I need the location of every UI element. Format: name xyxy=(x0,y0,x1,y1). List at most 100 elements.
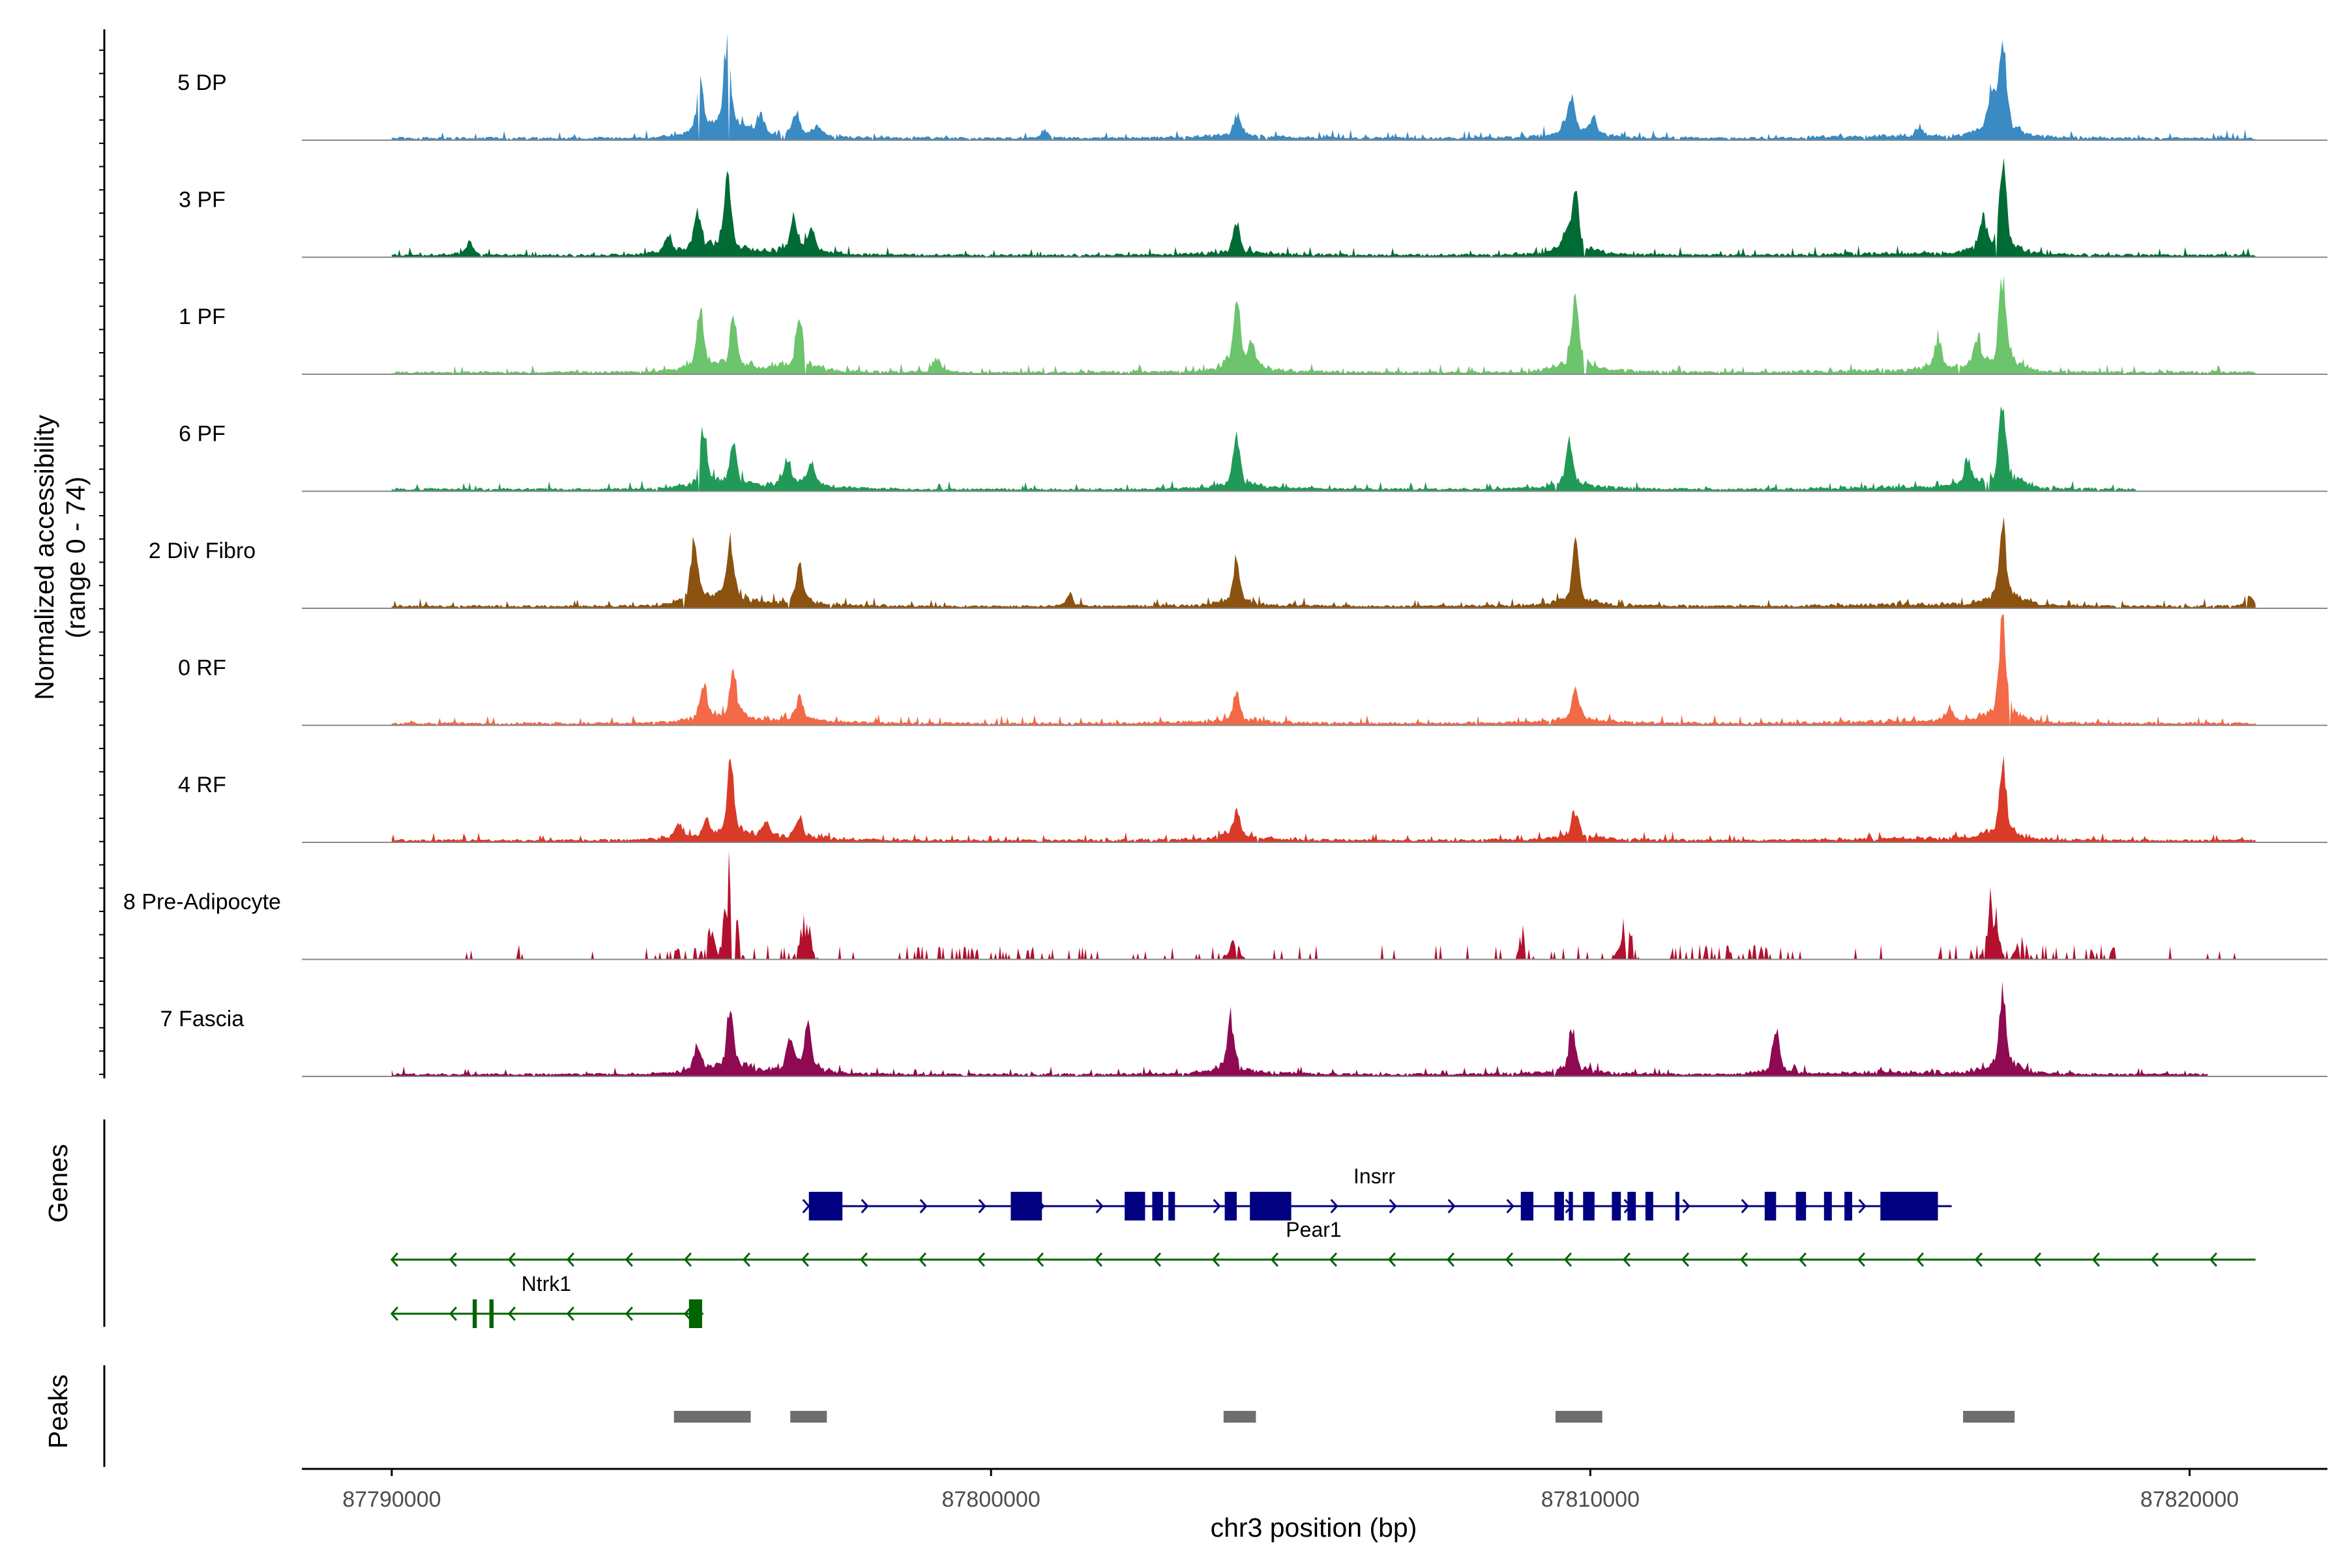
strand-arrow xyxy=(1974,1252,1983,1267)
track-4-rf: 4 RF xyxy=(178,756,2327,843)
strand-arrow xyxy=(507,1306,516,1322)
peak-bar xyxy=(1556,1411,1602,1423)
strand-arrow xyxy=(918,1252,927,1267)
strand-arrow xyxy=(1035,1252,1044,1267)
strand-arrow xyxy=(1739,1252,1749,1267)
coverage-area xyxy=(391,516,2256,608)
exon xyxy=(688,1299,702,1328)
strand-arrow xyxy=(625,1252,634,1267)
track-8-pre-adipocyte: 8 Pre-Adipocyte xyxy=(123,850,2327,960)
exon xyxy=(1844,1192,1852,1220)
strand-arrow xyxy=(1505,1252,1514,1267)
strand-arrow xyxy=(1153,1252,1162,1267)
strand-arrow xyxy=(449,1252,458,1267)
track-label: 0 RF xyxy=(178,656,226,681)
exon xyxy=(1569,1192,1573,1220)
strand-arrow xyxy=(1622,1252,1631,1267)
track-0-rf: 0 RF xyxy=(178,614,2327,726)
exon xyxy=(1152,1192,1163,1220)
strand-arrow xyxy=(1506,1198,1514,1214)
strand-arrow xyxy=(566,1252,575,1267)
peak-bar xyxy=(673,1411,751,1423)
exon xyxy=(1127,1192,1145,1220)
strand-arrow xyxy=(919,1198,928,1214)
x-axis-title: chr3 position (bp) xyxy=(1211,1513,1417,1543)
coverage-area xyxy=(391,981,2208,1076)
coverage-area xyxy=(391,158,2256,258)
strand-arrow xyxy=(802,1198,810,1214)
exon xyxy=(1795,1192,1807,1220)
peak-bar xyxy=(1963,1411,2015,1423)
strand-arrow xyxy=(1329,1252,1338,1267)
strand-arrow xyxy=(1446,1252,1455,1267)
genes-panel: Genes Insrr Pear1 Ntrk1 xyxy=(43,1119,2256,1328)
strand-arrow xyxy=(2150,1252,2159,1267)
strand-arrow xyxy=(566,1306,575,1322)
x-tick-label: 87800000 xyxy=(941,1487,1040,1512)
track-label: 4 RF xyxy=(178,773,226,797)
exon xyxy=(1880,1192,1938,1220)
track-label: 8 Pre-Adipocyte xyxy=(123,890,281,915)
peaks-panel-label: Peaks xyxy=(43,1374,73,1449)
y-axis: Normalized accessibility (range 0 - 74) xyxy=(29,29,106,1078)
track-label: 1 PF xyxy=(179,304,226,329)
track-label: 2 Div Fibro xyxy=(149,539,256,563)
exon xyxy=(808,1192,843,1220)
strand-arrow xyxy=(1858,1198,1867,1214)
strand-arrow xyxy=(1447,1198,1456,1214)
coverage-area xyxy=(391,756,2256,842)
strand-arrow xyxy=(1211,1252,1220,1267)
peaks-panel: Peaks xyxy=(43,1365,2015,1467)
y-axis-title: Normalized accessibility xyxy=(29,415,59,700)
strand-arrow xyxy=(1213,1198,1221,1214)
track-6-pf: 6 PF xyxy=(179,406,2327,492)
coverage-tracks: 5 DP 3 PF 1 PF 6 PF 2 Div Fibro 0 RF 4 RF 8 Pre… xyxy=(123,33,2327,1077)
exon xyxy=(1250,1192,1292,1220)
strand-arrow xyxy=(625,1306,634,1322)
exon xyxy=(1011,1192,1042,1220)
strand-arrow xyxy=(1563,1252,1572,1267)
gene-pear1: Pear1 xyxy=(390,1218,2256,1267)
strand-arrow xyxy=(683,1252,692,1267)
track-label: 7 Fascia xyxy=(160,1007,244,1031)
peak-bar xyxy=(1223,1411,1256,1423)
coverage-area xyxy=(391,275,2256,374)
strand-arrow xyxy=(390,1306,399,1322)
track-7-fascia: 7 Fascia xyxy=(160,981,2327,1077)
track-label: 6 PF xyxy=(179,422,226,447)
gene-label: Pear1 xyxy=(1286,1218,1341,1241)
x-tick-label: 87790000 xyxy=(342,1487,441,1512)
strand-arrow xyxy=(977,1252,986,1267)
track-5-dp: 5 DP xyxy=(177,33,2327,141)
x-axis: chr3 position (bp) 87790000 87800000 87810… xyxy=(302,1468,2327,1543)
strand-arrow xyxy=(861,1198,869,1214)
strand-arrow xyxy=(1330,1198,1338,1214)
exon xyxy=(1645,1192,1653,1220)
exon xyxy=(1823,1192,1832,1220)
genes-panel-label: Genes xyxy=(43,1144,73,1223)
track-3-pf: 3 PF xyxy=(179,158,2327,258)
strand-arrow xyxy=(2033,1252,2042,1267)
exon xyxy=(1627,1192,1636,1220)
strand-arrow xyxy=(449,1306,458,1322)
coverage-area xyxy=(391,614,2256,726)
exon xyxy=(1520,1192,1533,1220)
strand-arrow xyxy=(1389,1198,1397,1214)
exon xyxy=(1612,1192,1621,1220)
strand-arrow xyxy=(507,1252,516,1267)
coverage-area xyxy=(451,850,2238,960)
exon xyxy=(1554,1192,1564,1220)
exon xyxy=(1168,1192,1175,1220)
exon xyxy=(489,1299,494,1328)
strand-arrow xyxy=(1094,1252,1103,1267)
strand-arrow xyxy=(1387,1252,1396,1267)
gene-ntrk1: Ntrk1 xyxy=(390,1272,703,1328)
peak-bar xyxy=(790,1411,827,1423)
track-label: 3 PF xyxy=(179,188,226,213)
strand-arrow xyxy=(390,1252,399,1267)
strand-arrow xyxy=(859,1252,868,1267)
coverage-area xyxy=(391,33,2256,141)
strand-arrow xyxy=(801,1252,810,1267)
